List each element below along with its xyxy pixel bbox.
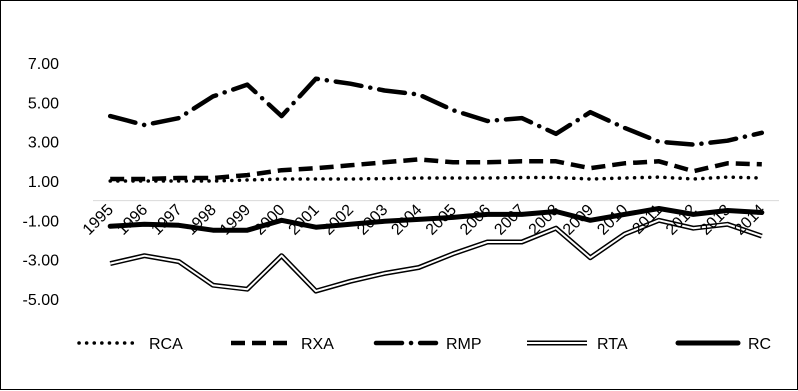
x-tick-label: 2012 [663,201,700,238]
x-tick-label: 2001 [286,201,323,238]
series-rta-line-inner [109,219,763,293]
x-tick-label: 2002 [320,201,357,238]
legend-label-rxa: RXA [301,336,334,353]
x-tick-label: 1998 [183,201,220,238]
x-tick-label: 2007 [491,201,528,238]
x-tick-label: 2006 [457,201,494,238]
series-layer [107,76,765,294]
series-rca-line [108,175,764,183]
legend-label-rc: RC [748,336,771,353]
y-tick-label: -1.00 [23,213,60,230]
x-tick-label: 1995 [80,201,117,238]
y-tick-label: 3.00 [28,135,59,152]
series-rmp-line [107,76,765,147]
x-tick-label: 1999 [217,201,254,238]
y-axis: 7.00 5.00 3.00 1.00 -1.00 -3.00 -5.00 [23,56,60,309]
y-tick-label: 1.00 [28,174,59,191]
legend: RCA RXA RMP RTA RC [77,336,771,353]
series-rc-line [107,206,765,233]
x-tick-label: 2005 [423,201,460,238]
series-rxa-line [110,157,762,182]
x-tick-label: 1997 [148,201,185,238]
y-tick-label: 5.00 [28,95,59,112]
legend-label-rmp: RMP [446,336,482,353]
legend-label-rca: RCA [149,336,183,353]
y-tick-label: -3.00 [23,253,60,270]
x-tick-label: 2013 [697,201,734,238]
legend-label-rta: RTA [597,336,628,353]
x-tick-label: 1996 [114,201,151,238]
y-tick-label: -5.00 [23,292,60,309]
y-tick-label: 7.00 [28,56,59,73]
